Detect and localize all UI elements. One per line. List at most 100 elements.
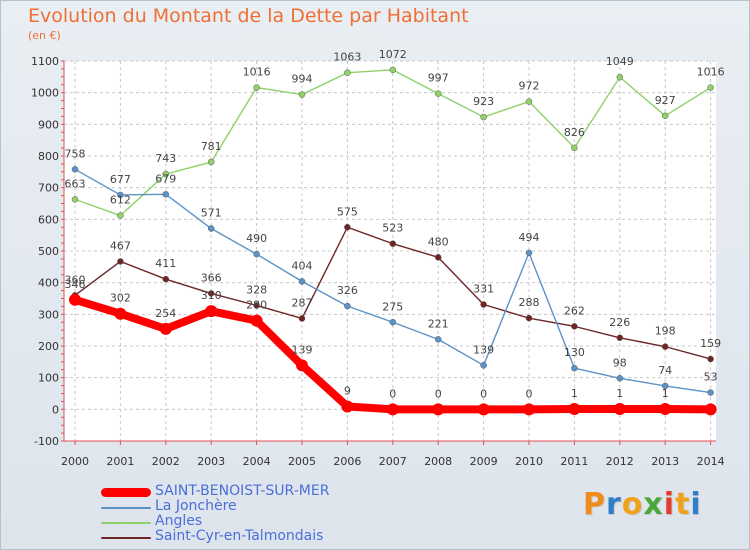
data-point: [162, 275, 170, 283]
y-tick-label: 200: [38, 340, 59, 353]
data-point: [704, 403, 717, 416]
legend-swatch: [101, 536, 151, 539]
data-label: 494: [519, 231, 540, 244]
x-tick-label: 2004: [243, 455, 271, 468]
data-label: 331: [473, 283, 494, 296]
data-label: 1063: [333, 51, 361, 64]
data-label: 326: [337, 284, 358, 297]
legend-label: La Jonchère: [155, 498, 237, 514]
data-point: [389, 240, 397, 247]
data-point: [523, 403, 535, 416]
data-point: [480, 362, 487, 369]
data-point: [707, 355, 714, 363]
data-point: [480, 301, 487, 308]
data-label: 490: [246, 232, 267, 245]
data-label: 743: [155, 152, 176, 165]
data-point: [344, 302, 351, 310]
legend-swatch: [101, 488, 151, 497]
data-label: 972: [519, 80, 540, 93]
x-tick-label: 2007: [379, 455, 407, 468]
chart-title: Evolution du Montant de la Dette par Hab…: [28, 5, 469, 27]
y-tick-label: 700: [38, 182, 59, 195]
data-point: [344, 224, 351, 231]
data-point: [71, 196, 79, 203]
data-point: [341, 400, 354, 413]
data-point: [480, 113, 487, 121]
legend-item: La Jonchère: [101, 498, 401, 515]
data-label: 302: [110, 292, 131, 305]
data-point: [344, 69, 351, 76]
data-label: 159: [700, 337, 721, 350]
y-tick-label: 800: [38, 150, 59, 163]
data-label: 997: [428, 72, 449, 85]
legend-item: SAINT-BENOIST-SUR-MER: [101, 484, 401, 500]
data-point: [616, 334, 624, 342]
x-tick-label: 2002: [152, 455, 180, 468]
data-point: [205, 305, 218, 318]
y-tick-label: 1000: [31, 87, 59, 100]
y-tick-label: 500: [38, 245, 59, 258]
data-label: 1: [616, 387, 623, 400]
data-label: 575: [337, 205, 358, 218]
data-point: [434, 90, 442, 97]
data-label: 571: [201, 207, 222, 220]
x-tick-label: 2010: [515, 455, 543, 468]
data-label: 226: [609, 316, 630, 329]
data-label: 480: [428, 235, 449, 248]
x-tick-label: 2005: [288, 455, 316, 468]
data-label: 139: [292, 343, 313, 356]
x-tick-label: 2013: [651, 455, 679, 468]
grid: [64, 60, 716, 442]
data-label: 254: [155, 307, 176, 320]
data-label: 1016: [243, 66, 271, 79]
data-label: 0: [480, 387, 487, 400]
data-point: [525, 314, 533, 322]
data-point: [117, 191, 124, 199]
data-point: [432, 403, 445, 416]
data-label: 927: [655, 94, 676, 107]
legend-label: Saint-Cyr-en-Talmondais: [155, 528, 324, 544]
data-point: [571, 144, 578, 152]
data-point: [250, 314, 263, 327]
chart-subtitle: (en €): [28, 29, 61, 42]
data-point: [253, 84, 260, 91]
data-point: [477, 403, 490, 416]
data-label: 9: [344, 384, 351, 397]
y-tick-label: 0: [52, 403, 59, 416]
series-lines: [69, 66, 717, 416]
data-label: 467: [110, 239, 131, 252]
y-tick-label: 1100: [31, 55, 59, 68]
legend: SAINT-BENOIST-SUR-MER La Jonchère Angles Sa…: [101, 484, 401, 545]
data-label: 1: [662, 387, 669, 400]
data-point: [661, 382, 669, 390]
data-label: 0: [389, 387, 396, 400]
data-label: 287: [292, 296, 313, 309]
data-point: [162, 191, 170, 198]
data-point: [659, 403, 672, 416]
data-label: 0: [435, 387, 442, 400]
y-tick-label: 300: [38, 308, 59, 321]
data-point: [386, 403, 399, 416]
y-tick-label: 100: [38, 372, 59, 385]
data-point: [525, 98, 533, 105]
proxiti-logo: Proxiti: [583, 487, 702, 522]
data-point: [434, 336, 442, 343]
data-point: [298, 278, 306, 285]
data-point: [616, 73, 624, 81]
data-label: 523: [382, 222, 403, 235]
data-point: [571, 364, 578, 372]
data-point: [613, 403, 626, 416]
legend-swatch: [101, 506, 151, 509]
data-point: [568, 403, 581, 416]
data-point: [296, 359, 308, 372]
data-point: [571, 323, 578, 330]
data-label: 758: [65, 147, 86, 160]
data-point: [253, 250, 260, 258]
x-tick-label: 2009: [470, 455, 498, 468]
legend-label: Angles: [155, 513, 203, 529]
data-point: [707, 389, 714, 396]
data-point: [661, 343, 669, 350]
data-label: 280: [246, 299, 267, 312]
data-point: [389, 319, 397, 326]
